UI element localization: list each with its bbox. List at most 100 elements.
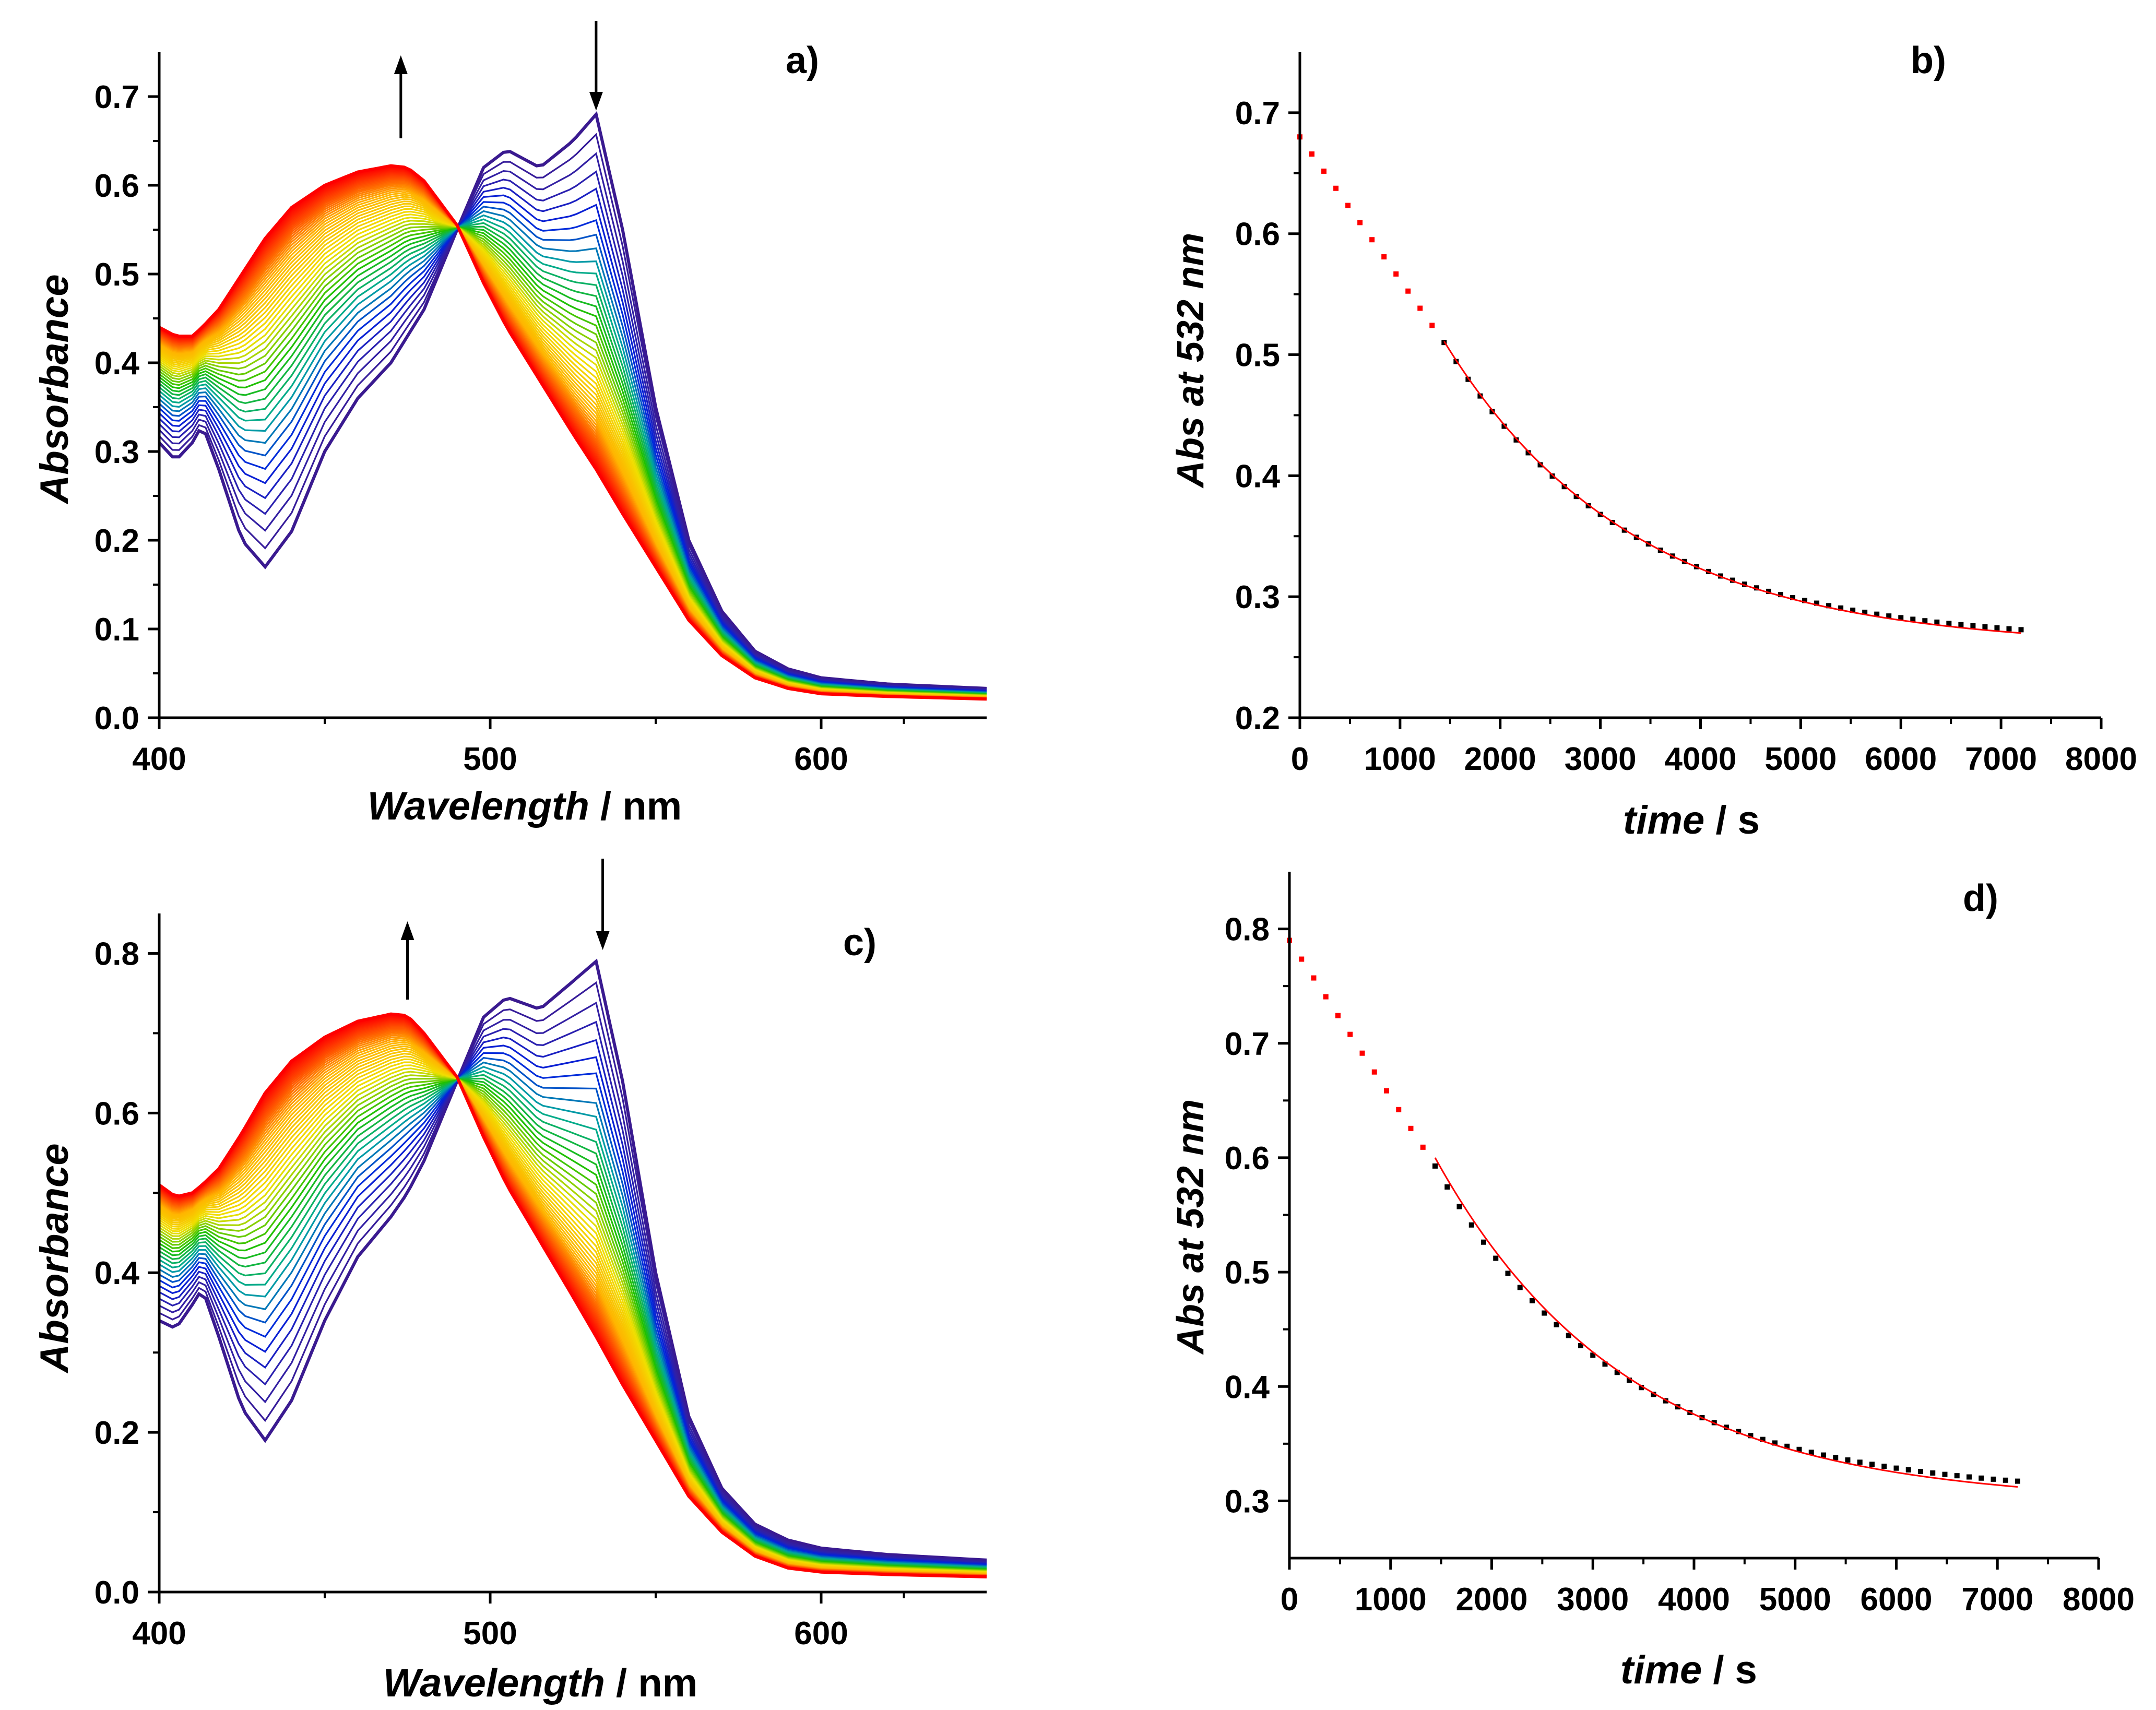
y-axis-label: Absorbance — [32, 274, 77, 504]
panel-c: 400 500 600 0.0 0.2 0.4 0.6 0.8 c) Absorbance W… — [32, 859, 987, 1705]
fit-line-group — [1443, 341, 2021, 634]
data-point — [1321, 168, 1327, 174]
x-axis-label: time / s — [1620, 1648, 1757, 1692]
data-point — [1561, 484, 1567, 490]
data-point — [1821, 1452, 1826, 1458]
data-point — [1505, 1270, 1511, 1276]
data-point — [1456, 1204, 1462, 1209]
data-point — [1736, 1429, 1742, 1434]
data-point — [1760, 1436, 1766, 1442]
y-tick-label: 0.4 — [94, 346, 140, 382]
data-point — [1614, 1370, 1620, 1375]
data-point — [1826, 603, 1832, 609]
axes: 0 1000 2000 3000 4000 5000 6000 7000 8000 0.3 0.4 0… — [1225, 872, 2135, 1618]
x-tick-label: 500 — [463, 1616, 517, 1652]
data-point — [1808, 1450, 1814, 1455]
data-point — [1881, 1464, 1887, 1469]
y-tick-label: 0.5 — [1225, 1255, 1270, 1291]
spectrum-line — [159, 1041, 987, 1575]
data-point — [1639, 1385, 1644, 1391]
x-tick-label: 500 — [463, 741, 517, 777]
arrow-head-down — [596, 931, 610, 950]
spectrum-line — [158, 186, 987, 692]
data-point — [1369, 237, 1375, 243]
y-tick-label: 0.4 — [1235, 458, 1281, 494]
arrow-group — [394, 21, 603, 138]
x-tick-label: 7000 — [1961, 1582, 2033, 1618]
data-point — [1549, 473, 1555, 479]
data-point — [1833, 1455, 1839, 1460]
data-point — [1814, 600, 1820, 606]
axes: 400 500 600 0.0 0.1 0.2 0.3 0.4 0.5 0.6 0.7 — [94, 52, 987, 777]
data-point — [1869, 1462, 1875, 1467]
data-point — [1778, 592, 1783, 598]
data-point — [1396, 1107, 1402, 1112]
data-point — [1942, 1471, 1948, 1477]
data-point — [1501, 423, 1507, 429]
x-tick-label: 8000 — [2065, 741, 2137, 777]
y-tick-label: 0.6 — [1225, 1141, 1270, 1177]
spectrum-line — [158, 210, 987, 694]
data-point — [2006, 626, 2012, 632]
data-point — [1578, 1343, 1583, 1349]
spectrum-line — [159, 226, 987, 696]
spectrum-line — [159, 226, 987, 696]
fit-line — [1443, 341, 2021, 634]
y-tick-label: 0.7 — [1225, 1026, 1270, 1062]
data-point — [1893, 1465, 1899, 1471]
data-point — [1468, 1222, 1474, 1228]
arrow-head-up — [394, 55, 408, 74]
data-point — [1381, 254, 1387, 260]
x-axis-label: time / s — [1623, 798, 1760, 842]
data-point — [1970, 623, 1976, 628]
y-tick-label: 0.6 — [94, 168, 139, 204]
x-tick-label: 600 — [794, 741, 848, 777]
x-tick-label: 3000 — [1557, 1582, 1629, 1618]
data-point — [1934, 619, 1940, 625]
x-tick-label: 2000 — [1464, 741, 1536, 777]
data-point — [1862, 609, 1868, 615]
data-point — [1323, 994, 1329, 1000]
data-point — [2003, 1477, 2008, 1483]
spectrum-line — [159, 1036, 987, 1565]
spectra-group — [158, 111, 987, 701]
data-point — [1802, 598, 1808, 603]
data-point — [1357, 220, 1363, 225]
x-tick-label: 8000 — [2063, 1582, 2135, 1618]
spectrum-line — [158, 1012, 987, 1578]
y-tick-label: 0.6 — [1235, 217, 1280, 253]
data-points-group — [1297, 134, 2024, 633]
data-point — [1602, 1361, 1608, 1367]
data-point — [1335, 1013, 1341, 1018]
data-point — [1627, 1378, 1632, 1383]
axes: 400 500 600 0.0 0.2 0.4 0.6 0.8 — [94, 913, 987, 1652]
data-point — [1994, 625, 2000, 631]
spectrum-line — [159, 1034, 987, 1576]
data-point — [1542, 1310, 1547, 1316]
data-point — [1742, 581, 1747, 587]
data-point — [1766, 588, 1771, 594]
data-point — [1408, 1125, 1414, 1131]
spectrum-line — [159, 1074, 987, 1572]
spectrum-line — [159, 1052, 987, 1574]
fit-line-group — [1434, 1157, 2018, 1488]
x-tick-label: 7000 — [1965, 741, 2037, 777]
data-point — [1493, 1255, 1499, 1261]
data-point — [1991, 1476, 1996, 1482]
data-point — [1311, 975, 1317, 981]
spectrum-line — [159, 1058, 987, 1574]
y-tick-label: 0.4 — [94, 1255, 140, 1291]
data-point — [1429, 323, 1435, 328]
data-point — [1918, 1469, 1923, 1475]
spectrum-line — [158, 206, 987, 693]
x-tick-label: 0 — [1291, 741, 1309, 777]
data-point — [1857, 1459, 1863, 1465]
y-tick-label: 0.3 — [94, 434, 139, 470]
x-tick-label: 4000 — [1658, 1582, 1730, 1618]
x-tick-label: 0 — [1281, 1582, 1298, 1618]
data-point — [1384, 1088, 1389, 1094]
y-tick-label: 0.4 — [1225, 1369, 1270, 1405]
data-points-group — [1287, 937, 2020, 1484]
panel-label: c) — [843, 922, 876, 964]
panel-label: d) — [1963, 877, 1998, 919]
